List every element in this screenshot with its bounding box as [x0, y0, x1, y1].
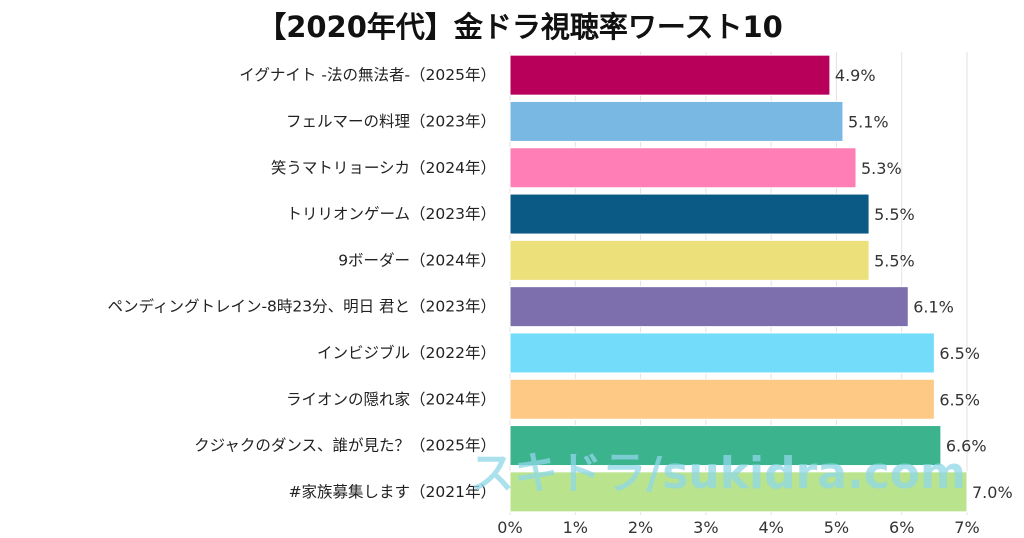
- value-label: 5.1%: [848, 112, 889, 131]
- category-label: トリリオンゲーム（2023年）: [287, 205, 496, 223]
- bar: [509, 147, 857, 189]
- category-label: 笑うマトリョーシカ（2024年）: [271, 159, 496, 177]
- category-label: ライオンの隠れ家（2024年）: [286, 390, 496, 408]
- bar: [509, 425, 942, 467]
- category-label: 9ボーダー（2024年）: [338, 251, 496, 269]
- value-label: 5.5%: [874, 251, 915, 270]
- value-label: 6.5%: [939, 390, 980, 409]
- x-tick-label: 3%: [693, 518, 718, 537]
- category-label: フェルマーの料理（2023年）: [286, 112, 496, 130]
- bar: [509, 54, 831, 96]
- value-label: 7.0%: [972, 483, 1013, 502]
- category-label: #家族募集します（2021年）: [289, 483, 496, 501]
- category-labels: イグナイト -法の無法者-（2025年） フェルマーの料理（2023年） 笑うマトリ…: [108, 66, 496, 501]
- category-label: イグナイト -法の無法者-（2025年）: [239, 66, 496, 84]
- bar: [509, 286, 909, 328]
- x-tick-label: 4%: [758, 518, 783, 537]
- chart-title: 【2020年代】金ドラ視聴率ワースト10: [257, 10, 783, 44]
- x-tick-label: 1%: [563, 518, 588, 537]
- bar: [509, 100, 844, 142]
- value-label: 6.6%: [946, 437, 987, 456]
- bar: [509, 471, 968, 513]
- value-label: 5.5%: [874, 205, 915, 224]
- x-axis-ticks: 0% 1% 2% 3% 4% 5% 6% 7%: [497, 518, 979, 537]
- value-label: 4.9%: [835, 66, 876, 85]
- category-label: クジャクのダンス、誰が見た？（2025年）: [194, 437, 496, 455]
- x-tick-label: 5%: [824, 518, 849, 537]
- category-label: インビジブル（2022年）: [317, 343, 496, 362]
- category-label: ペンディングトレイン-8時23分、明日 君と（2023年）: [108, 297, 496, 316]
- bar: [509, 332, 935, 374]
- x-tick-label: 2%: [628, 518, 653, 537]
- bars: [509, 54, 968, 513]
- bar: [509, 378, 935, 420]
- x-tick-label: 0%: [497, 518, 522, 537]
- x-tick-label: 6%: [889, 518, 914, 537]
- bar: [509, 193, 870, 235]
- watermark: スキドラ/sukidra.com: [470, 448, 966, 499]
- value-labels: 4.9% 5.1% 5.3% 5.5% 5.5% 6.1% 6.5% 6.5% 6.6% 7.0%: [835, 66, 1013, 502]
- value-label: 6.1%: [913, 298, 954, 317]
- x-tick-label: 7%: [954, 518, 979, 537]
- bar: [509, 239, 870, 281]
- value-label: 5.3%: [861, 159, 902, 178]
- value-label: 6.5%: [939, 344, 980, 363]
